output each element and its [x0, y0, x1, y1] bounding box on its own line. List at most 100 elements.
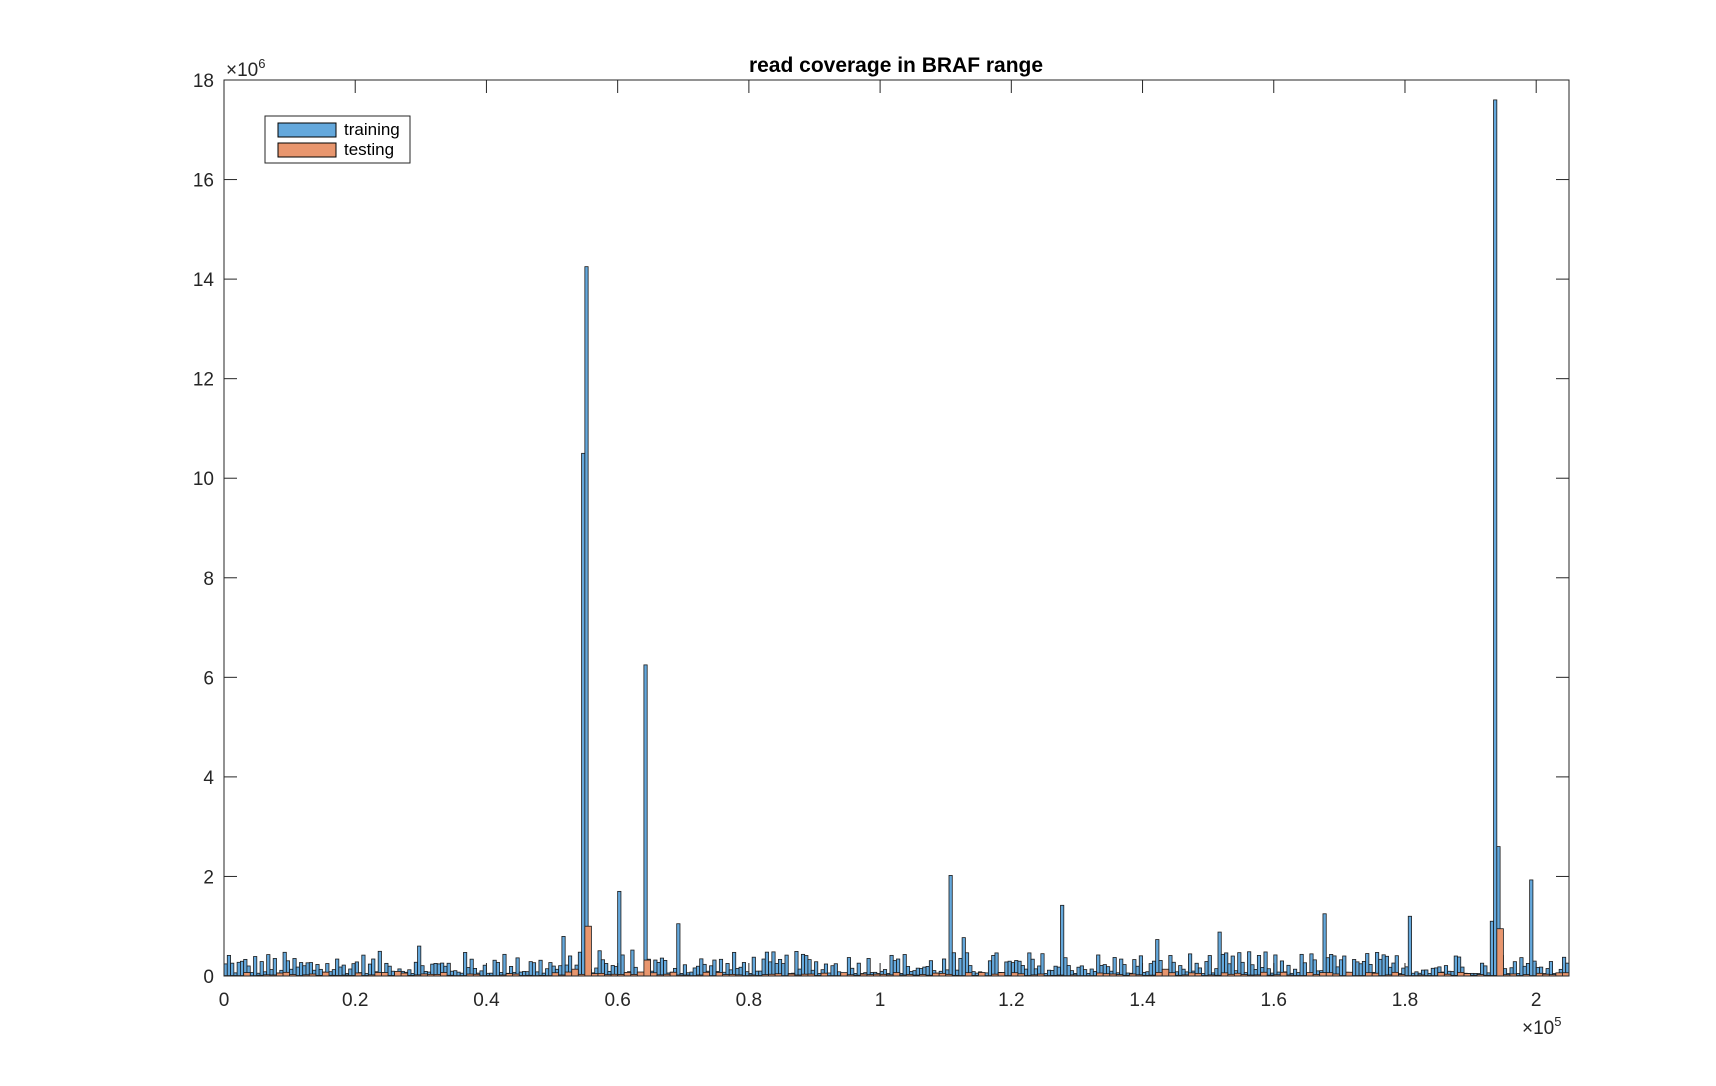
bar-training — [1548, 961, 1553, 977]
bar-training — [1148, 963, 1153, 977]
bar-training — [948, 875, 953, 977]
y-multiplier-exponent: 6 — [258, 56, 265, 71]
bar-testing — [564, 971, 573, 977]
bar-training — [584, 266, 589, 977]
bar-testing — [1391, 971, 1399, 977]
bar-training — [604, 963, 609, 977]
bar-testing — [623, 972, 632, 977]
bar-training — [1332, 955, 1337, 977]
y-tick-label: 14 — [193, 270, 215, 291]
legend-swatch-training — [277, 122, 337, 138]
legend[interactable]: training testing — [264, 115, 411, 164]
bar-testing — [394, 971, 402, 977]
bar-testing — [282, 971, 291, 977]
bar-training — [266, 954, 271, 977]
y-tick-label: 4 — [203, 768, 214, 789]
bar-training — [659, 957, 664, 977]
bar-testing — [702, 971, 710, 977]
axes-box — [223, 79, 1570, 977]
x-tick-label: 1.6 — [1261, 990, 1287, 1011]
bar-training — [764, 951, 769, 977]
bar-testing — [636, 971, 645, 977]
x-tick-label: 0 — [219, 990, 230, 1011]
bar-training — [315, 964, 320, 977]
bar-training — [299, 962, 304, 977]
x-tick-label: 0.2 — [342, 990, 368, 1011]
bar-training — [1256, 955, 1262, 977]
bar-testing — [1155, 972, 1163, 977]
bar-training — [226, 954, 231, 977]
bar-training — [830, 965, 835, 977]
bar-training — [545, 968, 550, 977]
bar-training — [295, 966, 300, 977]
bar-training — [502, 953, 507, 977]
bar-training — [761, 958, 766, 977]
bar-training — [866, 958, 871, 977]
bar-training — [1237, 952, 1242, 977]
bar-training — [692, 967, 697, 977]
bar-testing — [892, 972, 901, 977]
bar-training — [371, 958, 376, 977]
bar-training — [1089, 968, 1094, 977]
bar-training — [253, 956, 258, 977]
bar-training — [1352, 959, 1357, 977]
bar-training — [469, 958, 474, 977]
bar-training — [771, 951, 776, 977]
bar-training — [1375, 952, 1380, 977]
bar-training — [712, 959, 717, 977]
y-tick-label: 6 — [203, 668, 214, 689]
bar-training — [1434, 967, 1439, 977]
y-axis: 0 2 4 6 8 10 12 14 16 18 — [193, 71, 1569, 988]
bar-training — [1247, 951, 1252, 977]
y-tick-label: 0 — [203, 967, 214, 988]
bar-testing — [1260, 971, 1268, 977]
bar-training — [1056, 966, 1061, 977]
bar-training — [951, 952, 956, 977]
bar-training — [236, 961, 241, 977]
bar-training — [1079, 965, 1084, 977]
x-tick-label: 1.8 — [1392, 990, 1418, 1011]
bar-testing — [440, 972, 448, 977]
bar-testing — [381, 972, 389, 977]
bar-training — [1076, 966, 1081, 977]
bar-training — [1322, 913, 1327, 977]
bar-testing — [243, 972, 251, 977]
bar-training — [335, 958, 340, 977]
bar-training — [725, 963, 730, 977]
bar-training — [1407, 915, 1412, 977]
bar-training — [1217, 931, 1222, 977]
bar-training — [751, 956, 756, 977]
bar-training — [807, 959, 812, 977]
y-tick-label: 18 — [193, 71, 214, 92]
bar-training — [1040, 953, 1045, 977]
bar-training — [643, 664, 648, 977]
x-tick-label: 1.2 — [998, 990, 1024, 1011]
bar-testing — [1306, 972, 1314, 977]
bar-training — [991, 955, 996, 977]
bar-training — [1112, 957, 1117, 977]
bar-training — [800, 953, 806, 977]
bar-training — [1342, 955, 1347, 977]
bar-training — [1178, 965, 1183, 977]
bar-training — [804, 955, 809, 977]
bar-training — [1424, 969, 1429, 977]
bar-testing — [1496, 928, 1504, 977]
bar-training — [561, 936, 566, 977]
bar-training — [1358, 963, 1363, 977]
bar-testing — [1279, 971, 1288, 977]
bar-training — [987, 960, 993, 977]
bar-training — [958, 957, 963, 977]
bar-training — [1230, 955, 1235, 977]
x-multiplier-exponent: 5 — [1554, 1014, 1561, 1029]
bar-training — [1063, 957, 1068, 977]
x-axis-multiplier: ×105 — [1522, 1014, 1561, 1039]
x-tick-label: 0.6 — [604, 990, 630, 1011]
bar-training — [1024, 968, 1029, 977]
bar-training — [925, 966, 930, 977]
bar-training — [1302, 962, 1307, 977]
y-tick-label: 10 — [193, 469, 214, 490]
bar-training — [1155, 939, 1160, 977]
bar-training — [1083, 969, 1088, 977]
x-tick-label: 0.8 — [736, 990, 762, 1011]
y-multiplier-base: ×10 — [226, 60, 258, 81]
